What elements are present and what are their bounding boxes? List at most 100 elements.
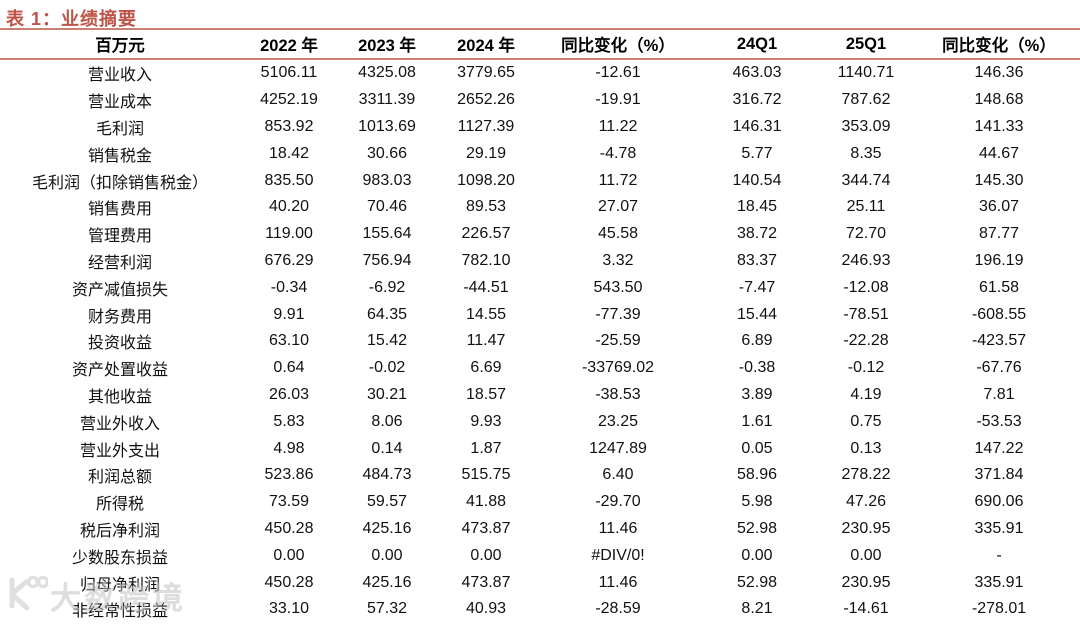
cell-2023: 425.16 xyxy=(362,519,412,537)
table-row: 财务费用 9.91 64.35 14.55 -77.39 15.44 -78.5… xyxy=(0,301,1080,328)
cell-2024: 1127.39 xyxy=(457,117,515,135)
table-row: 销售费用 40.20 70.46 89.53 27.07 18.45 25.11… xyxy=(0,194,1080,221)
cell-2024: 14.55 xyxy=(465,305,507,323)
cell-24q1: -7.47 xyxy=(738,278,776,296)
cell-24q1: 316.72 xyxy=(732,91,782,109)
table-row: 税后净利润 450.28 425.16 473.87 11.46 52.98 2… xyxy=(0,516,1080,543)
cell-24q1: 0.00 xyxy=(741,546,773,564)
cell-yoy-annual: #DIV/0! xyxy=(591,546,645,564)
cell-2022: 40.20 xyxy=(268,198,310,216)
table-row: 营业成本 4252.19 3311.39 2652.26 -19.91 316.… xyxy=(0,87,1080,114)
table-row: 销售税金 18.42 30.66 29.19 -4.78 5.77 8.35 4… xyxy=(0,140,1080,167)
cell-2024: 473.87 xyxy=(461,519,511,537)
header-2023: 2023 年 xyxy=(338,30,436,60)
cell-yoy-annual: 27.07 xyxy=(597,198,639,216)
row-label: 利润总额 xyxy=(87,469,152,487)
cell-yoy-quarter: 36.07 xyxy=(978,198,1020,216)
cell-2022: 4252.19 xyxy=(260,91,318,109)
header-yoy-annual: 同比变化（%） xyxy=(536,30,700,60)
cell-yoy-quarter: 371.84 xyxy=(974,466,1024,484)
cell-yoy-annual: -4.78 xyxy=(599,144,637,162)
cell-2023: 155.64 xyxy=(362,225,412,243)
cell-yoy-quarter: 87.77 xyxy=(978,225,1020,243)
cell-24q1: 83.37 xyxy=(736,251,778,269)
cell-yoy-quarter: 141.33 xyxy=(974,117,1024,135)
cell-24q1: 6.89 xyxy=(741,332,773,350)
cell-2022: 26.03 xyxy=(268,385,310,403)
cell-2023: 1013.69 xyxy=(358,117,416,135)
cell-2023: 0.00 xyxy=(371,546,403,564)
cell-2023: 30.21 xyxy=(366,385,408,403)
cell-2024: 6.69 xyxy=(470,359,502,377)
table-row: 营业外收入 5.83 8.06 9.93 23.25 1.61 0.75 -53… xyxy=(0,408,1080,435)
cell-2024: 782.10 xyxy=(461,251,511,269)
cell-24q1: 8.21 xyxy=(741,600,773,618)
header-2022: 2022 年 xyxy=(240,30,338,60)
cell-25q1: 353.09 xyxy=(841,117,891,135)
cell-24q1: 5.98 xyxy=(741,493,773,511)
cell-2023: 30.66 xyxy=(366,144,408,162)
cell-2024: 41.88 xyxy=(465,493,507,511)
cell-2024: 11.47 xyxy=(466,332,506,350)
cell-yoy-quarter: 147.22 xyxy=(974,439,1024,457)
cell-24q1: 5.77 xyxy=(741,144,773,162)
cell-2024: 18.57 xyxy=(465,385,507,403)
table-header: 百万元 2022 年 2023 年 2024 年 同比变化（%） 24Q1 25… xyxy=(0,30,1080,60)
row-label: 营业收入 xyxy=(87,67,152,85)
cell-yoy-annual: 11.72 xyxy=(598,171,638,189)
cell-25q1: -78.51 xyxy=(843,305,889,323)
table-row: 少数股东损益 0.00 0.00 0.00 #DIV/0! 0.00 0.00 … xyxy=(0,542,1080,569)
table-body: 营业收入 5106.11 4325.08 3779.65 -12.61 463.… xyxy=(0,59,1080,623)
cell-yoy-quarter: 146.36 xyxy=(974,64,1024,82)
cell-2024: 515.75 xyxy=(461,466,511,484)
cell-25q1: -22.28 xyxy=(843,332,889,350)
cell-yoy-annual: 11.46 xyxy=(598,519,638,537)
cell-2022: 450.28 xyxy=(264,519,314,537)
cell-yoy-quarter: 145.30 xyxy=(974,171,1024,189)
cell-2024: 9.93 xyxy=(470,412,502,430)
cell-24q1: 0.05 xyxy=(741,439,773,457)
cell-24q1: 3.89 xyxy=(741,385,773,403)
row-label: 所得税 xyxy=(95,496,144,514)
cell-yoy-annual: -28.59 xyxy=(595,600,641,618)
cell-yoy-quarter: 335.91 xyxy=(974,519,1024,537)
cell-2023: 8.06 xyxy=(371,412,403,430)
cell-24q1: 1.61 xyxy=(741,412,773,430)
cell-yoy-annual: 6.40 xyxy=(602,466,634,484)
cell-25q1: 344.74 xyxy=(841,171,891,189)
cell-2023: 70.46 xyxy=(366,198,408,216)
row-label: 归母净利润 xyxy=(79,576,160,594)
table-row: 所得税 73.59 59.57 41.88 -29.70 5.98 47.26 … xyxy=(0,489,1080,516)
cell-2022: 835.50 xyxy=(264,171,314,189)
table-row: 其他收益 26.03 30.21 18.57 -38.53 3.89 4.19 … xyxy=(0,382,1080,409)
cell-2022: 119.00 xyxy=(265,225,313,243)
cell-2023: 756.94 xyxy=(362,251,412,269)
cell-25q1: 4.19 xyxy=(850,385,882,403)
cell-2023: 4325.08 xyxy=(358,64,416,82)
cell-24q1: 140.54 xyxy=(732,171,782,189)
cell-2023: 15.42 xyxy=(366,332,408,350)
cell-25q1: -14.61 xyxy=(843,600,889,618)
row-label: 非经常性损益 xyxy=(71,603,168,621)
table-title-bar: 表 1：业绩摘要 xyxy=(0,0,1080,30)
cell-2023: 64.35 xyxy=(366,305,408,323)
row-label: 营业外收入 xyxy=(79,415,160,433)
cell-yoy-annual: 11.22 xyxy=(598,117,638,135)
cell-yoy-annual: 3.32 xyxy=(602,251,634,269)
cell-yoy-quarter: - xyxy=(996,546,1002,564)
row-label: 其他收益 xyxy=(87,388,152,406)
row-label: 管理费用 xyxy=(87,228,152,246)
cell-24q1: 463.03 xyxy=(732,64,782,82)
cell-2023: -6.92 xyxy=(368,278,406,296)
header-25q1: 25Q1 xyxy=(814,30,918,60)
cell-2022: 0.64 xyxy=(273,359,305,377)
cell-2023: 59.57 xyxy=(366,493,408,511)
cell-2022: 5106.11 xyxy=(260,64,318,82)
cell-yoy-quarter: 690.06 xyxy=(974,493,1024,511)
cell-2024: 0.00 xyxy=(470,546,502,564)
cell-25q1: -12.08 xyxy=(843,278,889,296)
cell-25q1: 1140.71 xyxy=(837,64,895,82)
cell-yoy-quarter: -608.55 xyxy=(971,305,1027,323)
cell-24q1: 18.45 xyxy=(736,198,778,216)
